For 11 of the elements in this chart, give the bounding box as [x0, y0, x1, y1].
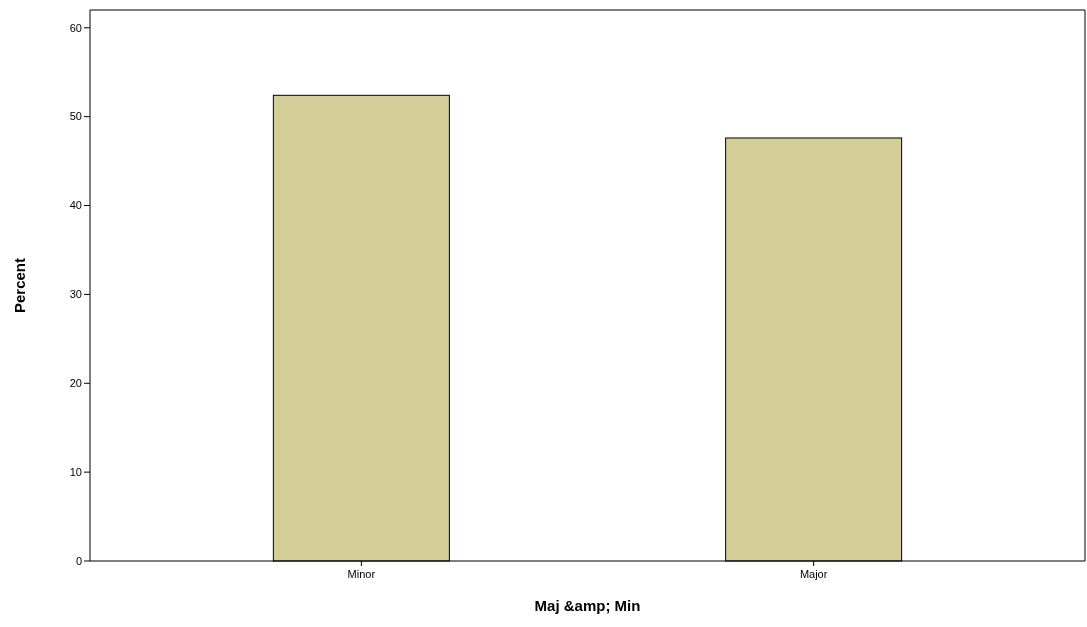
y-tick-label: 40 — [69, 199, 82, 212]
y-axis-title: Percent — [11, 257, 28, 314]
x-axis-title: Maj &amp; Min — [534, 597, 641, 614]
y-tick-label: 30 — [69, 288, 82, 301]
x-tick-label: Major — [799, 568, 828, 580]
x-tick-label: Minor — [347, 568, 376, 580]
y-tick-label: 50 — [69, 110, 82, 123]
y-tick-label: 0 — [75, 554, 82, 567]
y-tick-label: 10 — [69, 465, 82, 478]
y-tick-label: 20 — [69, 377, 82, 390]
y-tick-label: 60 — [69, 21, 82, 34]
